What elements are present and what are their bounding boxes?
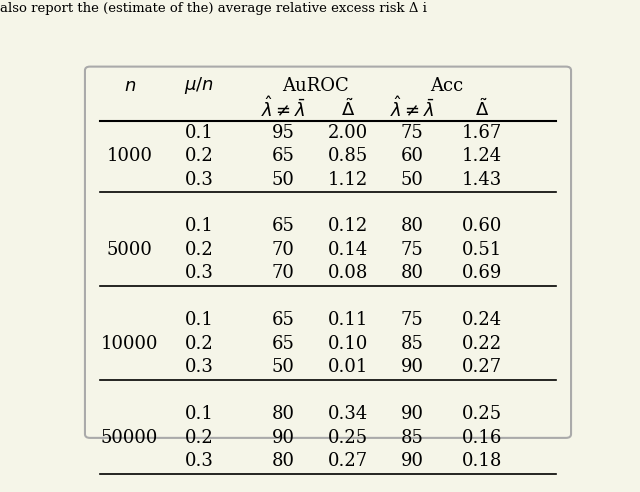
Text: 50: 50	[272, 171, 295, 188]
Text: 85: 85	[401, 335, 424, 353]
Text: 0.25: 0.25	[461, 405, 502, 424]
Text: 0.22: 0.22	[461, 335, 502, 353]
Text: 0.69: 0.69	[461, 265, 502, 282]
Text: 95: 95	[272, 123, 295, 142]
Text: 0.18: 0.18	[461, 452, 502, 470]
Text: 85: 85	[401, 429, 424, 447]
Text: also report the (estimate of the) average relative excess risk Δ i: also report the (estimate of the) averag…	[0, 2, 427, 15]
Text: 0.3: 0.3	[184, 265, 214, 282]
Text: 0.34: 0.34	[328, 405, 368, 424]
Text: 0.27: 0.27	[328, 452, 368, 470]
Text: 75: 75	[401, 123, 424, 142]
Text: 2.00: 2.00	[328, 123, 368, 142]
Text: $\tilde{\Delta}$: $\tilde{\Delta}$	[340, 98, 355, 120]
Text: 1.67: 1.67	[461, 123, 502, 142]
Text: 90: 90	[401, 405, 424, 424]
Text: 90: 90	[272, 429, 295, 447]
Text: 0.51: 0.51	[461, 241, 502, 259]
Text: 60: 60	[401, 147, 424, 165]
Text: 65: 65	[272, 335, 295, 353]
Text: 1.24: 1.24	[461, 147, 502, 165]
Text: 0.3: 0.3	[184, 171, 214, 188]
Text: 0.1: 0.1	[184, 311, 214, 330]
Text: 0.85: 0.85	[328, 147, 368, 165]
Text: 90: 90	[401, 452, 424, 470]
Text: 65: 65	[272, 217, 295, 236]
Text: $\hat{\lambda} \neq \bar{\lambda}$: $\hat{\lambda} \neq \bar{\lambda}$	[390, 96, 435, 122]
Text: 80: 80	[272, 405, 295, 424]
Text: 50: 50	[401, 171, 424, 188]
Text: 50000: 50000	[101, 429, 158, 447]
Text: 10000: 10000	[101, 335, 158, 353]
Text: 70: 70	[272, 241, 295, 259]
Text: 0.2: 0.2	[185, 335, 213, 353]
Text: 80: 80	[401, 217, 424, 236]
Text: 0.14: 0.14	[328, 241, 368, 259]
Text: 1.12: 1.12	[328, 171, 368, 188]
Text: 0.16: 0.16	[461, 429, 502, 447]
Text: 0.2: 0.2	[185, 241, 213, 259]
Text: 50: 50	[272, 358, 295, 376]
Text: 80: 80	[272, 452, 295, 470]
Text: 0.3: 0.3	[184, 358, 214, 376]
Text: 0.2: 0.2	[185, 429, 213, 447]
Text: 0.24: 0.24	[461, 311, 502, 330]
Text: 65: 65	[272, 147, 295, 165]
Text: 0.12: 0.12	[328, 217, 368, 236]
Text: 0.10: 0.10	[328, 335, 368, 353]
Text: $\tilde{\Delta}$: $\tilde{\Delta}$	[475, 98, 489, 120]
Text: 75: 75	[401, 311, 424, 330]
Text: 0.11: 0.11	[328, 311, 368, 330]
Text: 0.2: 0.2	[185, 147, 213, 165]
Text: 0.27: 0.27	[461, 358, 502, 376]
Text: $\mu/n$: $\mu/n$	[184, 75, 214, 96]
Text: $n$: $n$	[124, 77, 136, 94]
Text: 80: 80	[401, 265, 424, 282]
Text: 1.43: 1.43	[461, 171, 502, 188]
Text: 0.1: 0.1	[184, 123, 214, 142]
Text: 75: 75	[401, 241, 424, 259]
Text: 70: 70	[272, 265, 295, 282]
Text: AuROC: AuROC	[282, 77, 349, 94]
Text: 0.25: 0.25	[328, 429, 368, 447]
Text: 0.1: 0.1	[184, 217, 214, 236]
Text: 90: 90	[401, 358, 424, 376]
FancyBboxPatch shape	[85, 66, 571, 438]
Text: 5000: 5000	[107, 241, 152, 259]
Text: 1000: 1000	[107, 147, 152, 165]
Text: Acc: Acc	[431, 77, 463, 94]
Text: 0.08: 0.08	[328, 265, 368, 282]
Text: $\hat{\lambda} \neq \bar{\lambda}$: $\hat{\lambda} \neq \bar{\lambda}$	[261, 96, 305, 122]
Text: 0.1: 0.1	[184, 405, 214, 424]
Text: 0.60: 0.60	[461, 217, 502, 236]
Text: 65: 65	[272, 311, 295, 330]
Text: 0.3: 0.3	[184, 452, 214, 470]
Text: 0.01: 0.01	[328, 358, 368, 376]
